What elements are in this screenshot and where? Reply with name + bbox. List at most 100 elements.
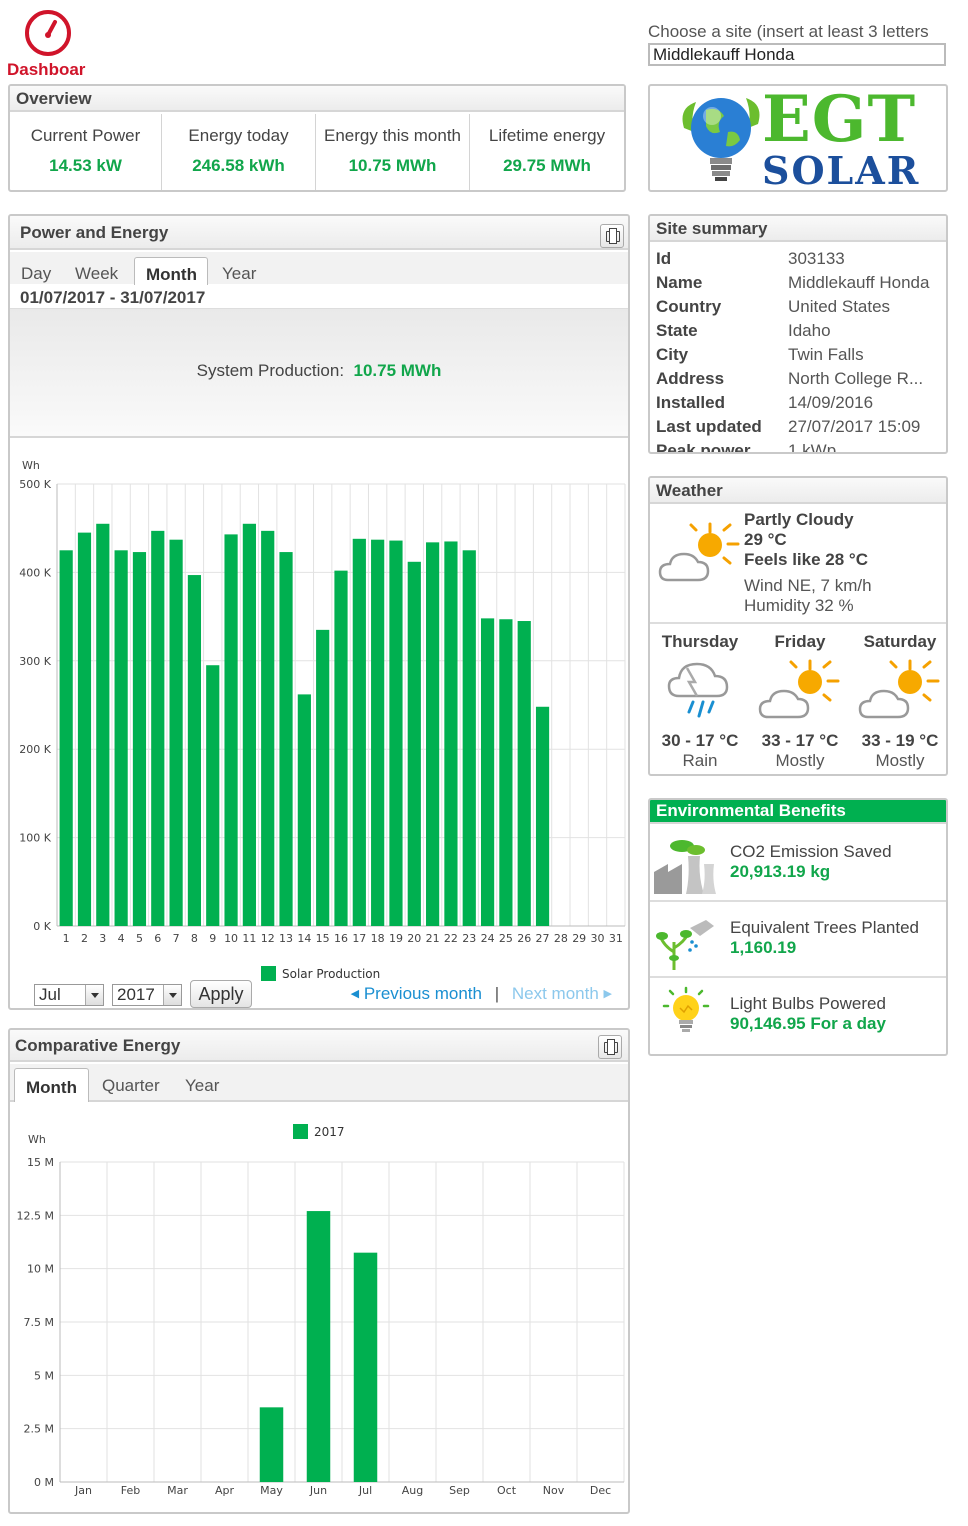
x-tick-label: 21 — [426, 932, 440, 945]
y-axis-label: Wh — [22, 459, 40, 472]
bar — [59, 550, 73, 926]
bar — [169, 539, 183, 926]
x-tick-label: 13 — [279, 932, 293, 945]
bar — [535, 706, 550, 926]
x-tick-label: 22 — [444, 932, 458, 945]
factory-icon — [654, 840, 716, 894]
x-tick-label: Jan — [74, 1484, 92, 1497]
site-search-input[interactable]: Middlekauff Honda — [648, 43, 946, 66]
dashboard-link[interactable]: Dashboar — [6, 8, 90, 80]
next-month-link[interactable]: Next month ▶ — [511, 984, 612, 1003]
bar — [114, 550, 128, 926]
x-tick-label: 7 — [173, 932, 180, 945]
bar — [187, 575, 202, 926]
x-tick-label: 12 — [261, 932, 275, 945]
y-tick-label: 500 K — [19, 478, 51, 491]
x-tick-label: 25 — [499, 932, 513, 945]
x-tick-label: 2 — [81, 932, 88, 945]
bar — [499, 619, 513, 926]
bar — [462, 550, 476, 926]
comparative-tabs: Month Quarter Year — [10, 1064, 628, 1102]
production-summary-box: System Production: 10.75 MWh — [10, 308, 628, 438]
x-tick-label: 17 — [352, 932, 366, 945]
legend-label: 2017 — [314, 1125, 345, 1139]
bar — [444, 541, 458, 926]
y-tick-label: 5 M — [34, 1369, 54, 1382]
forecast-friday: Friday 33 - 17 °C Mostly — [750, 632, 850, 771]
x-tick-label: Feb — [121, 1484, 140, 1497]
nav-separator: | — [494, 984, 500, 1003]
y-tick-label: 100 K — [19, 832, 51, 845]
logo-egt: EGT — [762, 84, 917, 157]
x-tick-label: 8 — [191, 932, 198, 945]
bar — [316, 629, 330, 926]
comparative-energy-panel: Comparative Energy Month Quarter Year Wh… — [8, 1028, 630, 1514]
y-axis-label: Wh — [28, 1133, 46, 1146]
x-tick-label: Mar — [167, 1484, 188, 1497]
overview-title: Overview — [10, 86, 624, 112]
y-tick-label: 12.5 M — [17, 1209, 54, 1222]
weather-title: Weather — [650, 478, 946, 504]
logo-panel: EGT SOLAR — [648, 84, 948, 192]
production-label: System Production: — [196, 361, 345, 380]
legend-label: Solar Production — [282, 967, 380, 981]
chevron-down-icon — [85, 985, 103, 1005]
bar — [279, 552, 293, 926]
legend-swatch — [293, 1124, 308, 1139]
y-tick-label: 10 M — [27, 1263, 54, 1276]
bar — [224, 534, 238, 926]
tab-week[interactable]: Week — [75, 264, 119, 283]
x-tick-label: Nov — [543, 1484, 565, 1497]
site-summary-title: Site summary — [650, 216, 946, 242]
tab-year[interactable]: Year — [222, 264, 257, 283]
bar — [352, 538, 366, 926]
month-select[interactable]: Jul — [34, 984, 104, 1006]
tab-month[interactable]: Month — [134, 257, 208, 285]
x-tick-label: 27 — [536, 932, 550, 945]
year-select[interactable]: 2017 — [112, 984, 182, 1006]
previous-month-link[interactable]: ◀ Previous month — [350, 984, 482, 1003]
legend-swatch — [261, 966, 276, 981]
tab-quarter[interactable]: Quarter — [102, 1076, 160, 1095]
environmental-benefits-panel: Environmental Benefits CO2 Emission Save… — [648, 798, 948, 1056]
tab-month[interactable]: Month — [14, 1068, 89, 1102]
tab-day[interactable]: Day — [21, 264, 52, 283]
x-tick-label: 16 — [334, 932, 348, 945]
bar — [389, 540, 403, 926]
env-title: Environmental Benefits — [650, 800, 946, 824]
weather-panel: Weather Partly Cloudy 29 °C Feels like 2… — [648, 476, 948, 776]
x-tick-label: 29 — [572, 932, 586, 945]
overview-current-power: Current Power 14.53 kW — [10, 114, 162, 190]
x-tick-label: 23 — [462, 932, 476, 945]
tab-year[interactable]: Year — [185, 1076, 220, 1095]
globe-bulb-logo — [682, 98, 760, 181]
weather-temp: 29 °C — [744, 530, 787, 549]
y-tick-label: 400 K — [19, 566, 51, 579]
y-tick-label: 7.5 M — [24, 1316, 54, 1329]
tree-icon — [656, 920, 714, 970]
site-summary-panel: Site summary Id 303133 Name Middlekauff Ho… — [648, 214, 948, 454]
bar — [371, 539, 385, 926]
print-icon[interactable] — [600, 224, 624, 248]
print-icon[interactable] — [598, 1035, 622, 1059]
x-tick-label: 31 — [609, 932, 623, 945]
x-tick-label: Jun — [309, 1484, 327, 1497]
y-tick-label: 200 K — [19, 743, 51, 756]
apply-button[interactable]: Apply — [190, 980, 252, 1008]
power-energy-title: Power and Energy — [10, 216, 628, 250]
bar — [297, 694, 311, 926]
x-tick-label: 28 — [554, 932, 568, 945]
x-tick-label: 20 — [407, 932, 421, 945]
x-tick-label: Jul — [358, 1484, 372, 1497]
y-tick-label: 0 M — [34, 1476, 54, 1489]
env-bulbs: Light Bulbs Powered 90,146.95 For a day — [650, 978, 946, 1054]
y-tick-label: 15 M — [27, 1156, 54, 1169]
y-tick-label: 300 K — [19, 655, 51, 668]
x-tick-label: May — [260, 1484, 283, 1497]
logo-solar: SOLAR — [762, 148, 921, 192]
bar — [426, 542, 440, 926]
caret-left-icon: ◀ — [350, 988, 360, 1000]
forecast-saturday: Saturday 33 - 19 °C Mostly — [850, 632, 946, 771]
overview-lifetime-energy: Lifetime energy 29.75 MWh — [488, 126, 606, 175]
